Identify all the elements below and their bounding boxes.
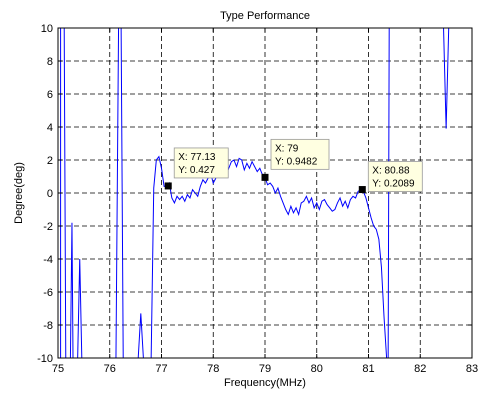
y-tick-label: -10 <box>37 353 53 365</box>
data-line-layer <box>60 28 472 358</box>
datatip-marker <box>358 186 366 194</box>
x-tick-label: 79 <box>259 363 271 375</box>
x-tick-label: 81 <box>362 363 374 375</box>
y-tick-label: -6 <box>43 287 53 299</box>
datatip-x-text: X: 79 <box>275 143 299 154</box>
y-tick-label: -4 <box>43 254 53 266</box>
y-tick-label: 4 <box>47 122 53 134</box>
x-tick-label: 75 <box>52 363 64 375</box>
x-tick-label: 78 <box>207 363 219 375</box>
y-tick-label: 2 <box>47 155 53 167</box>
datatip-y-text: Y: 0.9482 <box>275 156 318 167</box>
datatip-box <box>173 147 229 179</box>
x-tick-label: 83 <box>466 363 478 375</box>
x-tick-labels: 75 76 77 78 79 80 81 82 83 <box>52 363 478 375</box>
datatip-box <box>270 138 330 170</box>
x-tick-label: 76 <box>104 363 116 375</box>
datatip-x-text: X: 77.13 <box>178 152 216 163</box>
chart-title: Type Performance <box>220 10 310 22</box>
x-tick-label: 80 <box>311 363 323 375</box>
datatip-x-text: X: 80.88 <box>372 166 410 177</box>
datatips: X: 77.13 Y: 0.427 X: 79 Y: 0.9482 X: 80.88 Y:… <box>164 138 423 194</box>
axis-ticks <box>57 27 473 359</box>
datatip-marker <box>261 173 269 181</box>
x-axis-label: Frequency(MHz) <box>224 377 306 389</box>
grid <box>58 28 472 358</box>
datatip-y-text: Y: 0.427 <box>178 165 215 176</box>
y-tick-label: -2 <box>43 221 53 233</box>
datatip-y-text: Y: 0.2089 <box>372 179 415 190</box>
x-tick-label: 82 <box>414 363 426 375</box>
y-tick-label: 6 <box>47 89 53 101</box>
y-tick-label: 0 <box>47 188 53 200</box>
x-tick-label: 77 <box>155 363 167 375</box>
series-line <box>60 28 472 358</box>
y-tick-labels: -10 -8 -6 -4 -2 0 2 4 6 8 10 <box>37 23 53 365</box>
y-tick-label: -8 <box>43 320 53 332</box>
y-axis-label: Degree(deg) <box>13 162 25 224</box>
datatip-marker <box>164 182 172 190</box>
y-tick-label: 10 <box>41 23 53 35</box>
datatip-box <box>367 161 423 192</box>
y-tick-label: 8 <box>47 56 53 68</box>
